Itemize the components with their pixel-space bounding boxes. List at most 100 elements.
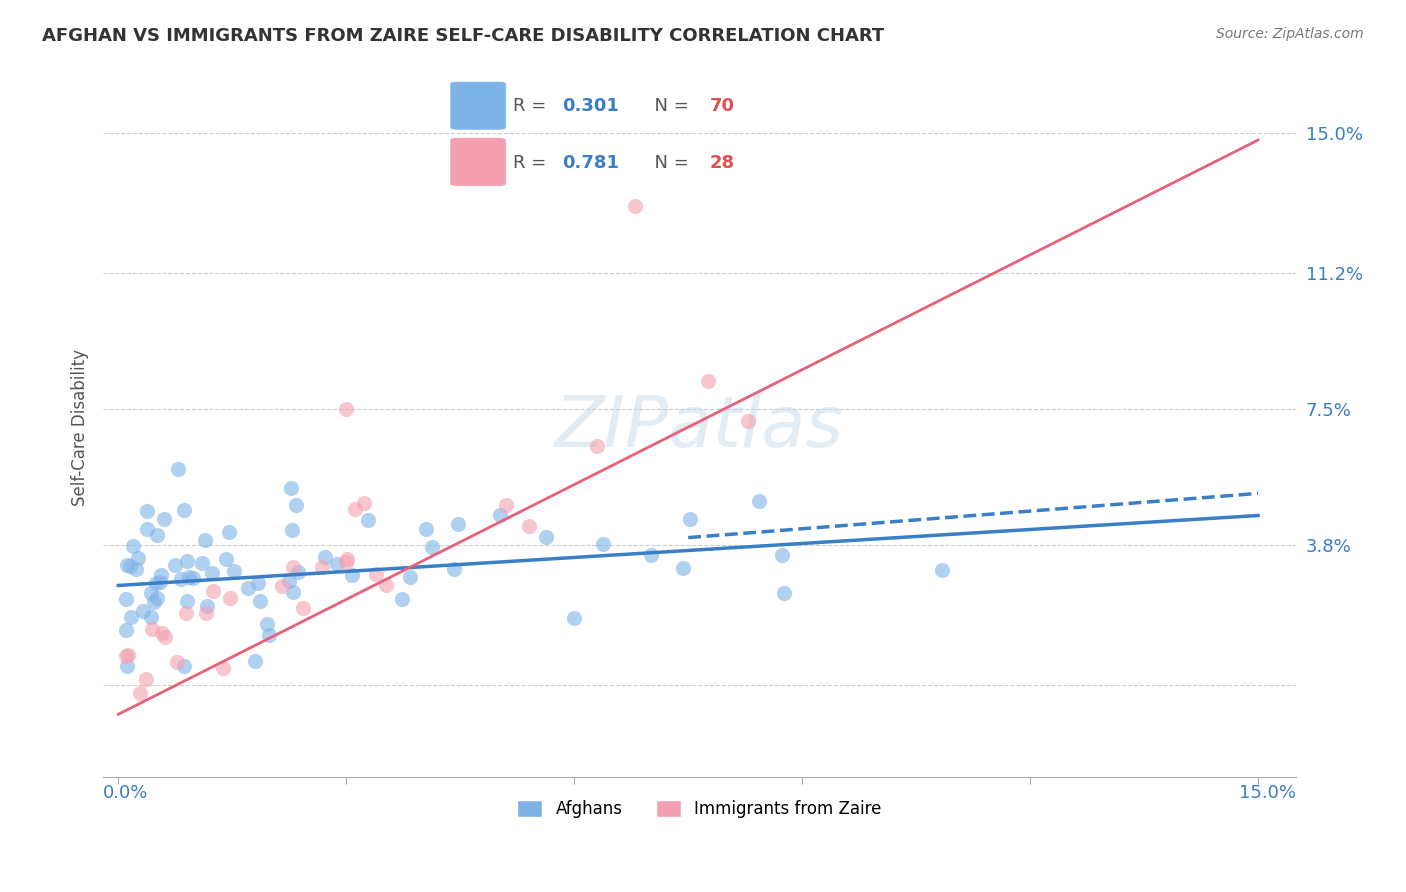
Text: 0.781: 0.781	[562, 153, 620, 171]
Point	[246, 576, 269, 591]
Point	[495, 498, 517, 512]
Point	[145, 575, 167, 590]
Text: 28: 28	[710, 153, 735, 171]
Point	[287, 565, 309, 579]
Point	[149, 575, 172, 590]
Point	[562, 610, 585, 624]
Point	[176, 606, 198, 620]
Text: 15.0%: 15.0%	[1239, 784, 1296, 802]
Point	[592, 536, 614, 550]
Point	[257, 628, 280, 642]
Point	[128, 686, 150, 700]
Point	[139, 609, 162, 624]
Point	[311, 560, 333, 574]
Point	[115, 591, 138, 606]
Point	[280, 481, 302, 495]
Point	[176, 594, 198, 608]
Text: ZIPatlas: ZIPatlas	[555, 392, 844, 462]
Point	[277, 574, 299, 588]
Point	[218, 591, 240, 606]
Point	[353, 496, 375, 510]
Point	[624, 199, 647, 213]
Point	[117, 648, 139, 662]
Text: N =: N =	[644, 97, 695, 115]
Point	[141, 622, 163, 636]
Point	[132, 604, 155, 618]
Text: R =: R =	[513, 97, 553, 115]
Point	[173, 659, 195, 673]
Point	[314, 550, 336, 565]
Point	[122, 539, 145, 553]
Point	[181, 571, 204, 585]
Text: 0.0%: 0.0%	[103, 784, 149, 802]
Point	[519, 519, 541, 533]
Point	[737, 414, 759, 428]
Point	[195, 606, 218, 620]
Text: 70: 70	[710, 97, 735, 115]
Point	[585, 439, 607, 453]
Point	[201, 566, 224, 581]
Text: AFGHAN VS IMMIGRANTS FROM ZAIRE SELF-CARE DISABILITY CORRELATION CHART: AFGHAN VS IMMIGRANTS FROM ZAIRE SELF-CAR…	[42, 27, 884, 45]
Point	[176, 554, 198, 568]
Point	[166, 655, 188, 669]
Point	[249, 594, 271, 608]
Point	[447, 517, 470, 532]
Point	[167, 462, 190, 476]
Point	[336, 552, 359, 566]
Point	[127, 550, 149, 565]
Point	[931, 563, 953, 577]
Point	[291, 601, 314, 615]
FancyBboxPatch shape	[450, 81, 506, 130]
FancyBboxPatch shape	[450, 137, 506, 186]
Point	[117, 558, 139, 573]
Point	[170, 572, 193, 586]
Point	[202, 583, 225, 598]
Point	[672, 561, 695, 575]
Point	[343, 501, 366, 516]
Point	[770, 548, 793, 562]
Point	[152, 512, 174, 526]
Point	[285, 498, 308, 512]
Point	[118, 559, 141, 574]
Point	[150, 626, 173, 640]
Point	[135, 672, 157, 686]
Point	[165, 558, 187, 573]
Point	[399, 569, 422, 583]
Text: Source: ZipAtlas.com: Source: ZipAtlas.com	[1216, 27, 1364, 41]
Point	[772, 585, 794, 599]
Text: 0.301: 0.301	[562, 97, 619, 115]
Point	[222, 564, 245, 578]
Point	[197, 599, 219, 613]
Point	[218, 524, 240, 539]
Point	[366, 566, 388, 581]
Point	[179, 570, 201, 584]
Point	[136, 523, 159, 537]
Point	[281, 585, 304, 599]
Point	[271, 579, 294, 593]
Point	[335, 555, 357, 569]
Point	[120, 609, 142, 624]
Point	[238, 581, 260, 595]
Point	[696, 374, 718, 388]
Point	[245, 654, 267, 668]
Point	[215, 552, 238, 566]
Point	[443, 562, 465, 576]
Point	[420, 541, 443, 555]
Y-axis label: Self-Care Disability: Self-Care Disability	[72, 349, 89, 506]
Point	[115, 623, 138, 637]
Point	[357, 513, 380, 527]
Point	[391, 592, 413, 607]
Point	[489, 508, 512, 522]
Text: N =: N =	[644, 153, 695, 171]
Point	[335, 401, 357, 416]
Point	[283, 560, 305, 574]
Point	[146, 528, 169, 542]
Point	[146, 591, 169, 605]
Point	[155, 630, 177, 644]
Point	[326, 557, 349, 571]
Legend: Afghans, Immigrants from Zaire: Afghans, Immigrants from Zaire	[510, 793, 889, 824]
Point	[375, 578, 398, 592]
Point	[115, 659, 138, 673]
Point	[115, 649, 138, 664]
Point	[125, 562, 148, 576]
